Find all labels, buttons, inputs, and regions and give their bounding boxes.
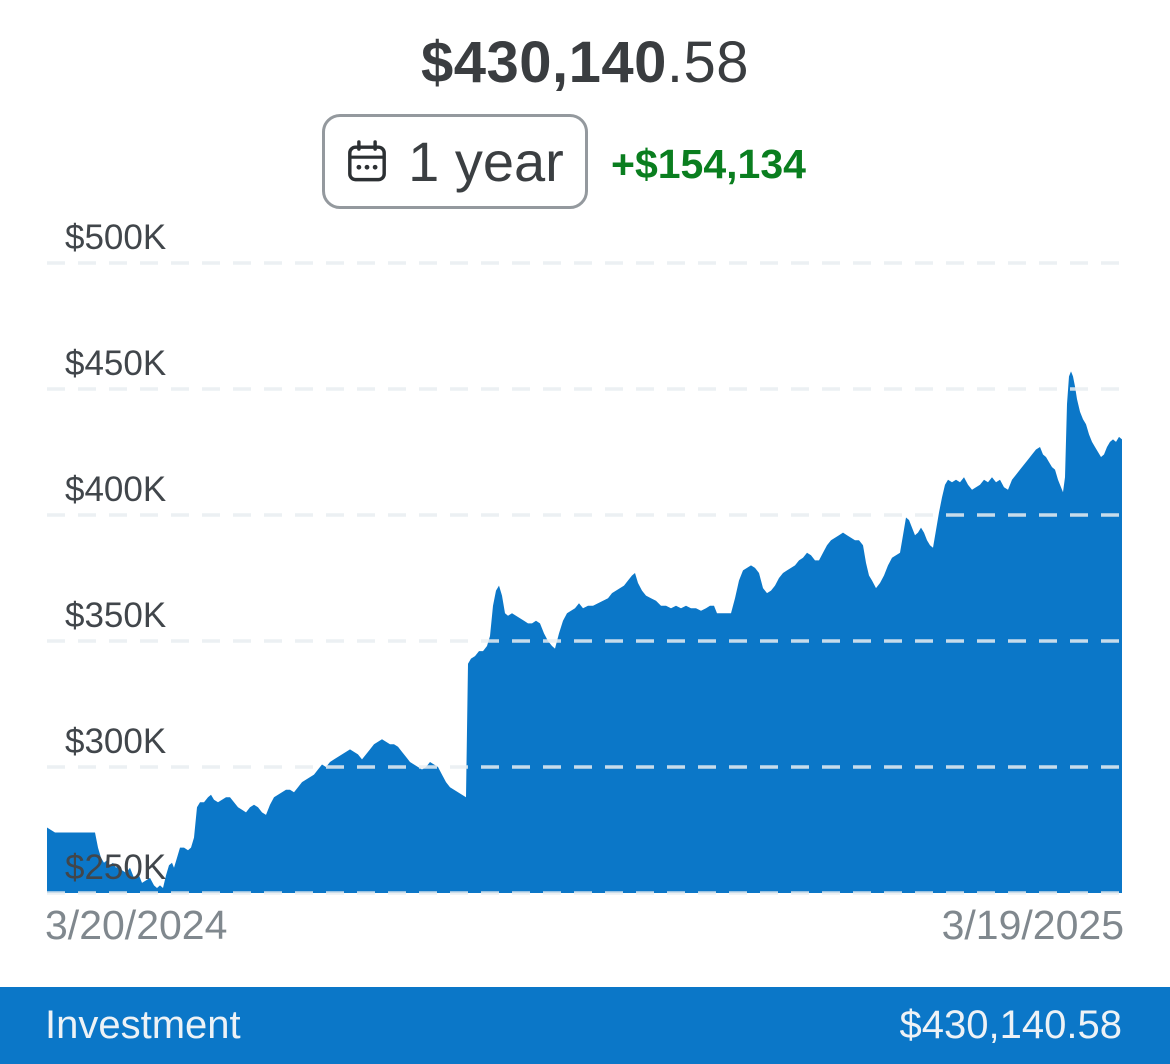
balance-cents: .58 <box>666 30 750 95</box>
time-period-button[interactable]: 1 year <box>322 114 588 209</box>
area-series <box>47 371 1122 893</box>
account-balance: $430,140.58 <box>0 34 1170 92</box>
y-axis-label: $450K <box>65 344 167 383</box>
y-axis-label: $500K <box>65 218 167 257</box>
x-axis-start-date: 3/20/2024 <box>45 902 228 948</box>
y-axis-label: $300K <box>65 722 167 761</box>
calendar-icon <box>348 140 387 182</box>
gain-amount: +$154,134 <box>611 141 806 187</box>
legend-value: $430,140.58 <box>899 1003 1122 1047</box>
y-axis-label: $350K <box>65 596 167 635</box>
y-axis-label: $400K <box>65 470 167 509</box>
balance-dollars: $430,140 <box>420 30 667 95</box>
legend-label: Investment <box>45 1003 241 1047</box>
y-axis-label: $250K <box>65 848 167 887</box>
investment-legend-row[interactable]: Investment $430,140.58 <box>0 987 1170 1064</box>
time-period-label: 1 year <box>408 129 564 193</box>
x-axis-end-date: 3/19/2025 <box>941 902 1124 948</box>
